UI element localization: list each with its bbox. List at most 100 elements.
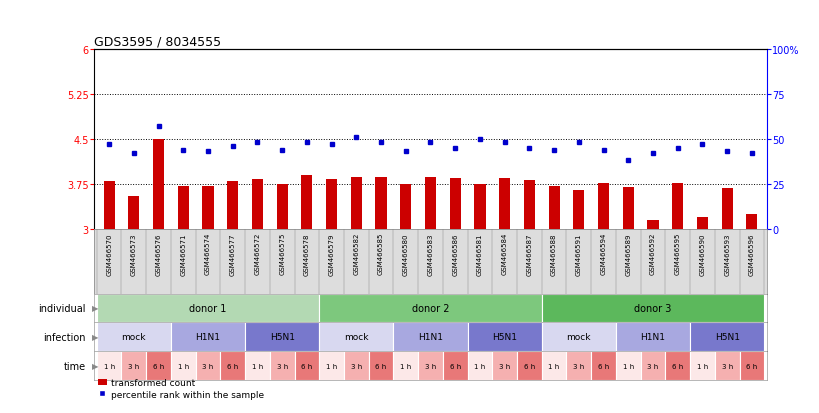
Bar [714,351,739,380]
Bar [517,351,541,380]
Bar [393,323,467,351]
Text: 6 h: 6 h [597,363,609,369]
Text: donor 3: donor 3 [634,303,671,313]
Text: 3 h: 3 h [424,363,436,369]
Text: GSM466579: GSM466579 [328,233,334,275]
Text: 3 h: 3 h [646,363,658,369]
Bar [319,294,541,323]
Text: ▶: ▶ [92,304,98,313]
Bar [424,177,436,229]
Bar [326,180,337,229]
Text: GSM466570: GSM466570 [106,233,112,275]
Bar [351,177,361,229]
Bar [615,351,640,380]
Text: GSM466589: GSM466589 [625,233,631,275]
Text: 3 h: 3 h [499,363,509,369]
Text: 6 h: 6 h [745,363,757,369]
Bar [343,351,369,380]
Text: GSM466588: GSM466588 [550,233,556,275]
Text: time: time [64,361,86,371]
Bar [178,186,188,229]
Bar [202,186,213,229]
Text: GSM466571: GSM466571 [180,233,186,275]
Bar [640,351,664,380]
Text: H5N1: H5N1 [491,332,517,342]
Bar [541,294,763,323]
Text: GSM466593: GSM466593 [723,233,729,275]
Bar [400,184,411,229]
Text: mock: mock [121,332,146,342]
Bar [739,351,763,380]
Text: 6 h: 6 h [301,363,312,369]
Text: GSM466576: GSM466576 [156,233,161,275]
Bar [449,179,460,229]
Bar [523,180,534,229]
Text: 6 h: 6 h [672,363,682,369]
Bar [622,188,633,229]
Bar [467,323,541,351]
Text: 6 h: 6 h [449,363,460,369]
Text: 1 h: 1 h [473,363,485,369]
Text: H1N1: H1N1 [195,332,220,342]
Text: infection: infection [43,332,86,342]
Bar [375,177,386,229]
Text: H5N1: H5N1 [714,332,739,342]
Text: donor 1: donor 1 [189,303,226,313]
Text: donor 2: donor 2 [411,303,449,313]
Bar [745,214,757,229]
Bar [474,184,485,229]
Bar [690,351,714,380]
Text: 1 h: 1 h [696,363,707,369]
Bar [393,351,418,380]
Bar [566,351,590,380]
Bar [276,184,287,229]
Text: GSM466595: GSM466595 [674,233,680,275]
Text: GSM466584: GSM466584 [501,233,507,275]
Bar [146,351,170,380]
Text: 1 h: 1 h [178,363,188,369]
Bar [418,351,442,380]
Text: H1N1: H1N1 [640,332,665,342]
Text: H5N1: H5N1 [269,332,294,342]
Bar [491,351,517,380]
Bar [170,351,196,380]
Bar [690,323,763,351]
Text: 3 h: 3 h [202,363,214,369]
Bar [97,351,121,380]
Text: 3 h: 3 h [128,363,139,369]
Bar [269,351,294,380]
Bar [499,179,509,229]
Bar [672,184,682,229]
Text: individual: individual [38,303,86,313]
Text: GSM466596: GSM466596 [748,233,754,275]
Text: GSM466587: GSM466587 [526,233,532,275]
Bar [541,323,615,351]
Bar [615,323,690,351]
Text: mock: mock [566,332,590,342]
Bar [170,323,245,351]
Bar [572,190,584,229]
Text: GSM466591: GSM466591 [575,233,581,275]
Bar [245,323,319,351]
Bar [196,351,220,380]
Text: GDS3595 / 8034555: GDS3595 / 8034555 [94,36,221,48]
Text: GSM466590: GSM466590 [699,233,704,275]
Text: 3 h: 3 h [572,363,584,369]
Bar [128,196,139,229]
Text: H1N1: H1N1 [418,332,442,342]
Text: GSM466575: GSM466575 [278,233,285,275]
Bar [251,180,263,229]
Bar [153,140,164,229]
Text: 1 h: 1 h [548,363,559,369]
Bar [664,351,690,380]
Text: 3 h: 3 h [276,363,287,369]
Legend: transformed count, percentile rank within the sample: transformed count, percentile rank withi… [94,374,268,402]
Text: GSM466582: GSM466582 [353,233,359,275]
Text: GSM466574: GSM466574 [205,233,210,275]
Text: 6 h: 6 h [153,363,164,369]
Bar [294,351,319,380]
Text: GSM466585: GSM466585 [378,233,383,275]
Text: 6 h: 6 h [375,363,387,369]
Text: GSM466572: GSM466572 [254,233,260,275]
Bar [97,294,319,323]
